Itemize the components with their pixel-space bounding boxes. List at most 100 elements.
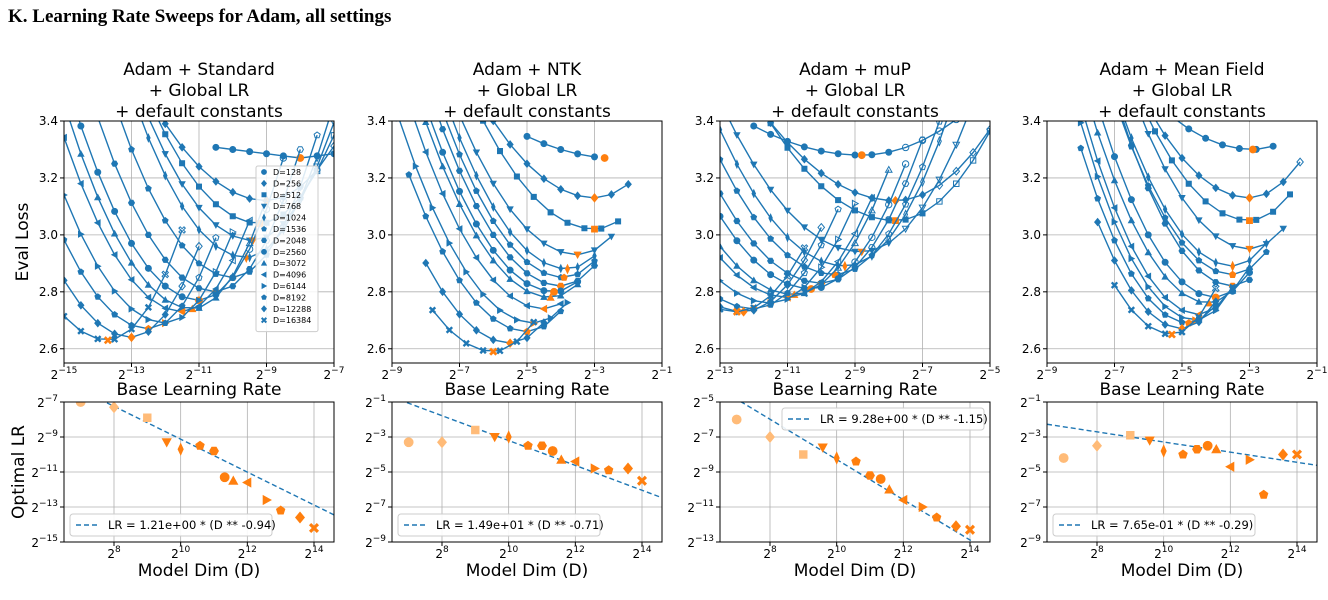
loss-curves (395, 24, 632, 356)
loss-point (1178, 153, 1186, 163)
legend-marker (262, 213, 266, 222)
loss-point (406, 24, 412, 30)
optimal-lr-point (547, 446, 558, 456)
loss-point (817, 147, 825, 155)
panel-title-line: + Global LR (805, 81, 906, 101)
loss-point (489, 246, 497, 254)
x-tick-label: 2−15 (51, 366, 78, 382)
y-tick-label: 3.4 (39, 114, 58, 128)
x-tick-label: 2−9 (256, 366, 277, 382)
loss-point (406, 101, 412, 107)
loss-point (330, 141, 334, 151)
x-tick-label: 210 (1154, 545, 1173, 561)
loss-point (161, 270, 170, 279)
fit-legend-box (1052, 513, 1256, 537)
loss-point (884, 216, 893, 223)
loss-point (94, 335, 102, 343)
loss-point (127, 258, 136, 266)
optimal-loss-point (1245, 245, 1254, 254)
optimal-loss-point (539, 304, 548, 314)
loss-point (851, 207, 859, 214)
loss-point (936, 198, 943, 205)
loss-point (767, 121, 774, 127)
loss-point (903, 209, 909, 220)
loss-point (767, 257, 775, 264)
y-tick-label: 2.8 (1022, 285, 1041, 299)
loss-point (751, 92, 757, 97)
x-tick-label: 2−13 (118, 366, 145, 382)
panel-title-line: + default constants (443, 102, 611, 122)
loss-point (144, 264, 152, 272)
y-tick-label: 2−1 (1020, 394, 1041, 410)
loss-point (970, 102, 976, 108)
fit-line (103, 402, 334, 516)
loss-point (64, 276, 68, 285)
loss-point (851, 151, 859, 159)
optimal-lr-point (523, 440, 533, 450)
loss-curves (1077, 33, 1304, 339)
loss-point (1144, 248, 1153, 256)
loss-point (523, 287, 531, 295)
loss-point (884, 165, 893, 173)
loss-point (851, 248, 859, 256)
loss-point (395, 121, 398, 122)
loss-point (817, 168, 825, 178)
loss-point (480, 121, 487, 124)
loss-point (489, 276, 497, 284)
loss-point (523, 301, 530, 310)
loss-point (1119, 54, 1125, 59)
y-tick-label: 3.0 (39, 228, 58, 242)
loss-point (935, 121, 943, 125)
loss-point (93, 219, 101, 227)
loss-point (750, 256, 758, 264)
loss-point (575, 262, 580, 273)
loss-point (423, 78, 429, 84)
loss-point (1178, 289, 1186, 297)
loss-point (1094, 195, 1102, 202)
x-tick-label: 2−7 (324, 366, 345, 382)
loss-point (496, 347, 504, 355)
y-tick-label: 3.4 (1022, 114, 1041, 128)
loss-point (195, 273, 203, 281)
legend-label: D=12288 (273, 305, 311, 314)
loss-point (94, 262, 102, 270)
loss-point (749, 161, 758, 169)
loss-point (195, 241, 203, 251)
optimal-lr-point (799, 450, 808, 459)
loss-point (1094, 33, 1100, 39)
loss-point (1211, 284, 1220, 293)
loss-point (574, 270, 582, 278)
loss-point (472, 253, 480, 262)
legend-label: D=1536 (273, 225, 306, 234)
optimal-loss-point (1248, 145, 1257, 154)
loss-point (1195, 267, 1203, 274)
loss-point (162, 131, 169, 138)
legend-label: D=8192 (273, 293, 306, 302)
loss-point (161, 310, 169, 319)
loss-point (868, 244, 876, 251)
y-tick-label: 3.4 (695, 114, 714, 128)
loss-point (920, 176, 925, 188)
loss-point (1078, 74, 1085, 80)
optimal-lr-point (209, 446, 219, 456)
loss-point (720, 155, 724, 163)
loss-sweep-chart: 2−9 2−7 2−5 2−3 2−1 2.6 2.8 3.0 3.2 3.4 Base Learn… (1022, 33, 1328, 400)
optimal-lr-point (1058, 453, 1069, 463)
optimal-lr-point (489, 432, 500, 443)
loss-point (178, 281, 186, 291)
x-axis-label: Model Dim (D) (794, 561, 917, 581)
optimal-lr-point (403, 437, 414, 448)
loss-point (111, 311, 119, 318)
loss-point (94, 293, 102, 300)
loss-point (817, 236, 826, 244)
legend-label: D=4096 (273, 271, 306, 280)
loss-point (112, 10, 117, 15)
y-tick-label: 2.6 (367, 342, 386, 356)
loss-point (919, 210, 926, 217)
loss-point (472, 220, 480, 228)
y-tick-label: 3.0 (1022, 228, 1041, 242)
loss-curves (64, 10, 334, 345)
loss-point (94, 168, 102, 176)
fit-legend: LR = 9.28e+00 * (D ** -1.15) (781, 407, 988, 431)
optimal-lr-point (1178, 449, 1188, 459)
